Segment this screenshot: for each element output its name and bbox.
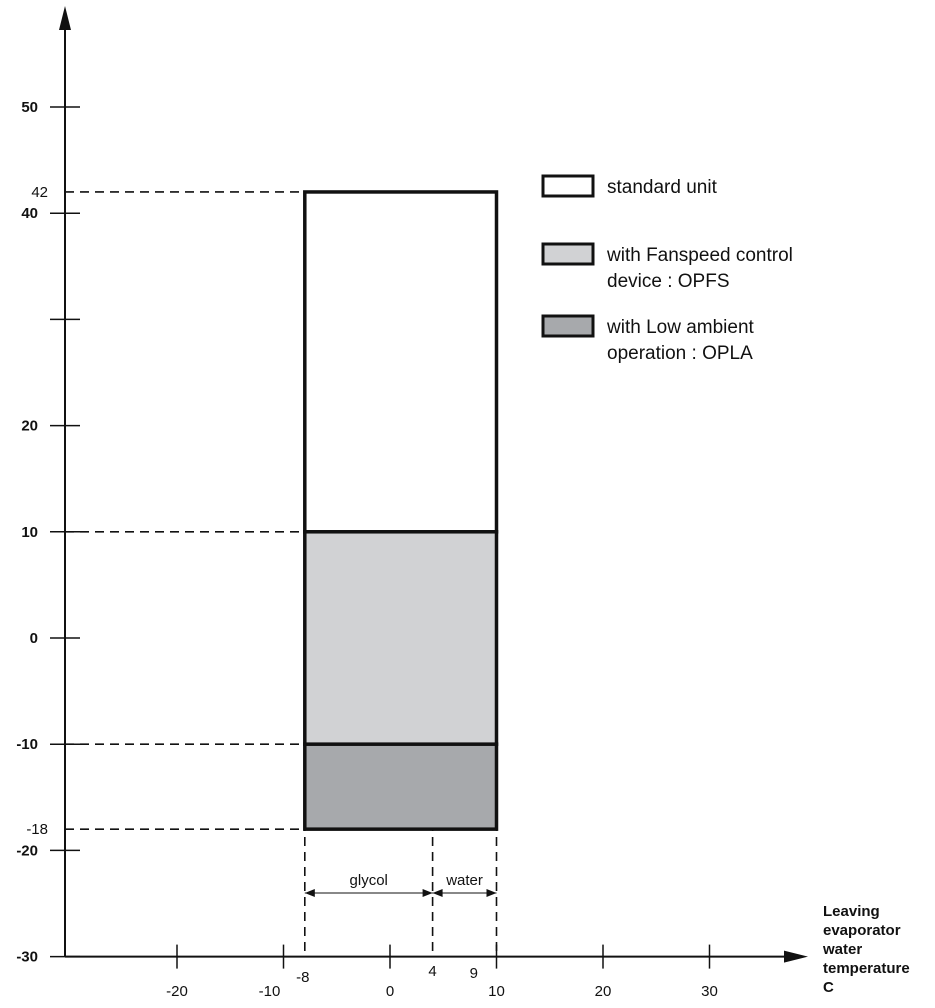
x-tick-label: 10 <box>488 983 505 1000</box>
legend-label-2: with Fanspeed control <box>606 245 793 266</box>
legend-label-2: device : OPFS <box>607 271 730 292</box>
x-axis-label-line: water <box>822 941 862 958</box>
legend-label-3: operation : OPLA <box>607 343 753 364</box>
x-axis-label-line: C <box>823 979 834 996</box>
x-tick-label: 30 <box>701 983 718 1000</box>
legend: standard unit with Fanspeed control device… <box>541 174 793 364</box>
range-arrow-left <box>432 889 443 897</box>
legend-swatch-2 <box>541 242 595 266</box>
region-3 <box>303 742 499 831</box>
axes <box>59 6 808 963</box>
x-axis-label-line: temperature <box>823 960 910 977</box>
y-mark-label: -18 <box>26 821 48 838</box>
legend-label-3: with Low ambient <box>606 317 755 338</box>
y-tick-label: 0 <box>30 630 38 647</box>
x-tick-label: -20 <box>166 983 188 1000</box>
y-tick-label: 20 <box>21 418 38 435</box>
legend-swatch-3 <box>541 314 595 338</box>
x-mark-label: 9 <box>470 965 478 982</box>
y-tick-label: -10 <box>16 736 38 753</box>
operating-regions <box>303 190 499 831</box>
y-tick-label: 40 <box>21 205 38 222</box>
y-tick-label: 10 <box>21 524 38 541</box>
region-2 <box>303 530 499 746</box>
y-mark-label: 42 <box>31 184 48 201</box>
x-axis-label-line: evaporator <box>823 922 901 939</box>
y-axis-arrow <box>59 6 71 30</box>
y-tick-label: -30 <box>16 949 38 966</box>
legend-label-1: standard unit <box>607 177 718 198</box>
range-arrow-right <box>486 889 497 897</box>
y-tick-label: 50 <box>21 99 38 116</box>
range-label-water: water <box>445 872 483 889</box>
range-label-glycol: glycol <box>350 872 388 889</box>
x-tick-label: 0 <box>386 983 394 1000</box>
fluid-ranges: glycol water <box>304 872 497 897</box>
region-1 <box>303 190 499 534</box>
y-tick-label: -20 <box>16 842 38 859</box>
x-mark-label: 4 <box>428 963 436 980</box>
range-arrow-right <box>422 889 433 897</box>
tick-labels: -30 -20 -10 0 10 20 40 50 42 -18 -20 -10 0 10 20 30 -8 4 9 <box>16 99 718 1000</box>
x-tick-label: 20 <box>595 983 612 1000</box>
x-mark-label: -8 <box>296 969 309 986</box>
x-axis-arrow <box>784 950 808 963</box>
x-axis-label: Leaving evaporator water temperature C <box>822 903 910 996</box>
ticks <box>50 106 711 969</box>
legend-swatch-1 <box>541 174 595 198</box>
range-arrow-left <box>304 889 315 897</box>
x-tick-label: -10 <box>259 983 281 1000</box>
x-axis-label-line: Leaving <box>823 903 880 920</box>
